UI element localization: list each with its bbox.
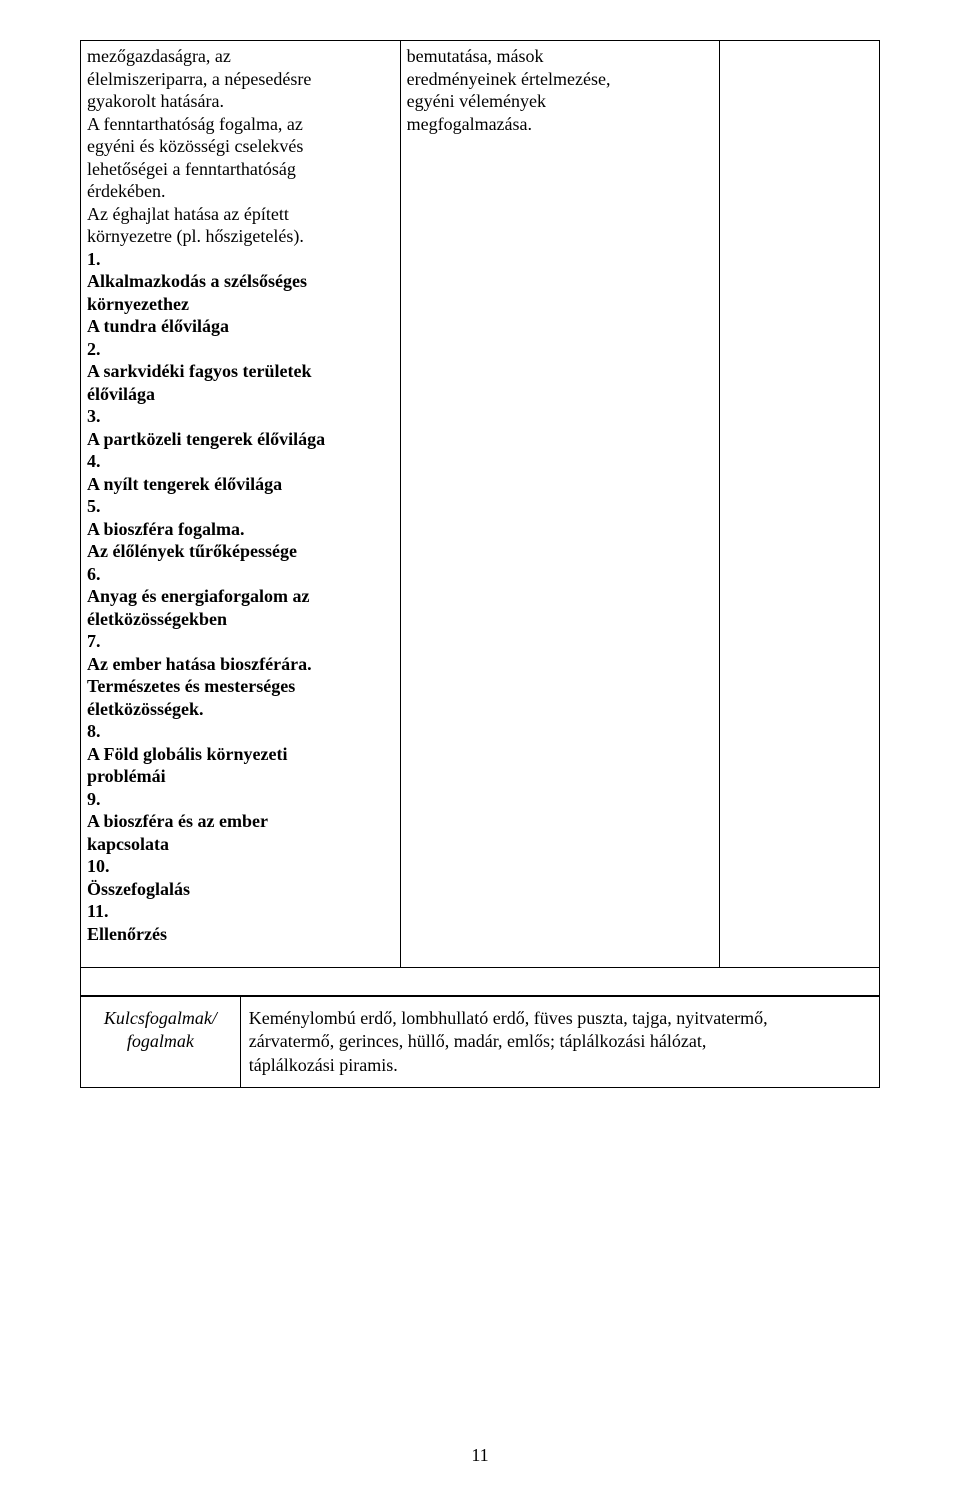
col1-line: 4. — [87, 451, 101, 471]
col1-line: Ellenőrzés — [87, 924, 167, 944]
col1-line: mezőgazdaságra, az — [87, 46, 231, 66]
col1-line: 9. — [87, 789, 101, 809]
col1-line: 7. — [87, 631, 101, 651]
page-number: 11 — [0, 1445, 960, 1466]
col1-line: A tundra élővilága — [87, 316, 229, 336]
col1-line: A Föld globális környezeti — [87, 744, 288, 764]
col1-line: életközösségekben — [87, 609, 227, 629]
col1-line: A sarkvidéki fagyos területek — [87, 361, 312, 381]
col1-line: Anyag és energiaforgalom az — [87, 586, 309, 606]
col1-line: 1. — [87, 249, 101, 269]
spacer-row — [81, 968, 880, 996]
col1-line: 5. — [87, 496, 101, 516]
col2-line: eredményeinek értelmezése, — [407, 69, 611, 89]
col1-line: élelmiszeriparra, a népesedésre — [87, 69, 311, 89]
kulcs-row: Kulcsfogalmak/ fogalmak Keménylombú erdő… — [81, 997, 880, 1088]
col1-line: A bioszféra és az ember — [87, 811, 268, 831]
col1-line: környezetre (pl. hőszigetelés). — [87, 226, 304, 246]
spacer-cell — [81, 968, 880, 996]
kulcs-text-cell: Keménylombú erdő, lombhullató erdő, füve… — [240, 997, 879, 1088]
col1-line: 3. — [87, 406, 101, 426]
col1-line: élővilága — [87, 384, 155, 404]
col1-line: Összefoglalás — [87, 879, 190, 899]
kulcs-label-cell: Kulcsfogalmak/ fogalmak — [81, 997, 241, 1088]
col1-line: kapcsolata — [87, 834, 169, 854]
col1-line: egyéni és közösségi cselekvés — [87, 136, 303, 156]
content-row: mezőgazdaságra, az élelmiszeriparra, a né… — [81, 41, 880, 968]
col1-line: 10. — [87, 856, 110, 876]
col1-line: életközösségek. — [87, 699, 203, 719]
kulcs-text-line: táplálkozási piramis. — [249, 1055, 398, 1075]
col1-line: 6. — [87, 564, 101, 584]
col1-line: A fenntarthatóság fogalma, az — [87, 114, 303, 134]
col1-line: A nyílt tengerek élővilága — [87, 474, 282, 494]
col1-line: lehetőségei a fenntarthatóság — [87, 159, 296, 179]
col1-line: Az élőlények tűrőképessége — [87, 541, 297, 561]
col1-line: Természetes és mesterséges — [87, 676, 295, 696]
col1-line: 8. — [87, 721, 101, 741]
col1-line: problémái — [87, 766, 166, 786]
col1-line: érdekében. — [87, 181, 165, 201]
col1-line: A partközeli tengerek élővilága — [87, 429, 325, 449]
col2-line: bemutatása, mások — [407, 46, 544, 66]
kulcs-label-line2: fogalmak — [127, 1031, 194, 1051]
kulcs-text-line: Keménylombú erdő, lombhullató erdő, füve… — [249, 1008, 768, 1028]
main-table: mezőgazdaságra, az élelmiszeriparra, a né… — [80, 40, 880, 996]
col1-line: Az éghajlat hatása az épített — [87, 204, 289, 224]
col1-line: 2. — [87, 339, 101, 359]
cell-col3 — [720, 41, 880, 968]
col1-line: gyakorolt hatására. — [87, 91, 224, 111]
kulcs-table: Kulcsfogalmak/ fogalmak Keménylombú erdő… — [80, 996, 880, 1088]
col2-line: megfogalmazása. — [407, 114, 532, 134]
col1-line: környezethez — [87, 294, 189, 314]
kulcs-text-line: zárvatermő, gerinces, hüllő, madár, emlő… — [249, 1031, 707, 1051]
col1-line: A bioszféra fogalma. — [87, 519, 244, 539]
cell-col2: bemutatása, mások eredményeinek értelmezé… — [400, 41, 720, 968]
col2-line: egyéni vélemények — [407, 91, 546, 111]
col1-line: Az ember hatása bioszférára. — [87, 654, 312, 674]
cell-col1: mezőgazdaságra, az élelmiszeriparra, a né… — [81, 41, 401, 968]
col1-line: 11. — [87, 901, 109, 921]
kulcs-label-line1: Kulcsfogalmak/ — [104, 1008, 217, 1028]
col1-line: Alkalmazkodás a szélsőséges — [87, 271, 307, 291]
